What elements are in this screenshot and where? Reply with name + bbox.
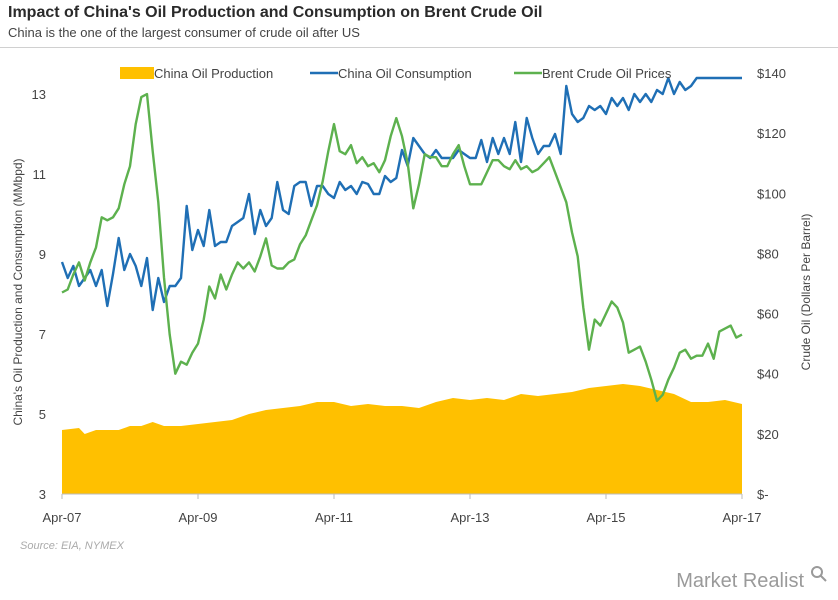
y2-tick-label: $140 [757, 66, 786, 81]
series-line-consumption [60, 76, 742, 312]
x-tick-label: Apr-15 [586, 510, 625, 525]
y-tick-label: 13 [32, 87, 46, 102]
legend-label: China Oil Production [154, 66, 273, 81]
legend-swatch-production [120, 67, 154, 79]
chart-legend: China Oil Production China Oil Consumptio… [120, 66, 672, 81]
x-tick-label: Apr-07 [42, 510, 81, 525]
chart-subtitle: China is the one of the largest consumer… [8, 25, 360, 40]
x-tick-label: Apr-17 [722, 510, 761, 525]
y2-axis-label: Crude Oil (Dollars Per Barrel) [799, 214, 813, 371]
series-area-production [62, 384, 742, 494]
title-divider [0, 47, 838, 48]
y2-tick-label: $80 [757, 246, 779, 261]
legend-label: China Oil Consumption [338, 66, 472, 81]
x-tick-label: Apr-13 [450, 510, 489, 525]
y-tick-label: 7 [39, 327, 46, 342]
series-line-brent [61, 92, 743, 402]
x-tick-label: Apr-11 [315, 510, 353, 525]
y-tick-label: 3 [39, 487, 46, 502]
chart-title: Impact of China's Oil Production and Con… [8, 4, 543, 21]
y-tick-label: 9 [39, 247, 46, 262]
y-tick-label: 11 [33, 167, 47, 182]
brand-logo-text: Market Realist [676, 570, 804, 592]
y-axis-label: China's Oil Production and Consumption (… [11, 158, 25, 425]
legend-label: Brent Crude Oil Prices [542, 66, 672, 81]
y2-tick-label: $60 [757, 307, 779, 322]
y2-tick-label: $100 [757, 186, 786, 201]
y2-tick-label: $- [757, 487, 769, 502]
magnifier-icon [811, 566, 827, 582]
y-tick-label: 5 [39, 407, 46, 422]
source-note: Source: EIA, NYMEX [20, 540, 124, 552]
x-tick-label: Apr-09 [178, 510, 217, 525]
y2-tick-label: $40 [757, 367, 779, 382]
y2-tick-label: $120 [757, 126, 786, 141]
y2-tick-label: $20 [757, 427, 779, 442]
